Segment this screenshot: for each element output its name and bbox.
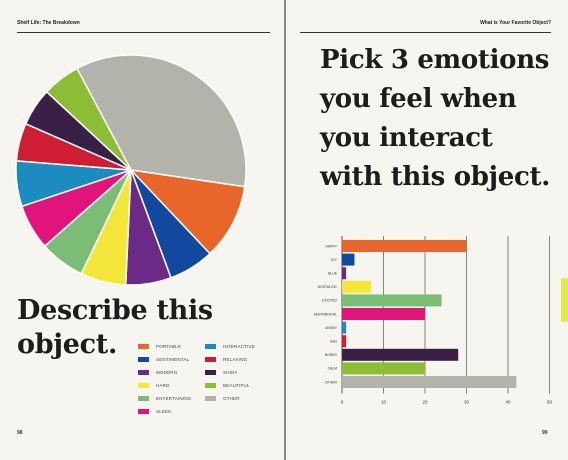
- legend-label: HARD: [156, 383, 170, 388]
- legend-swatch: [138, 409, 149, 414]
- right-headline-line: with this object.: [320, 162, 550, 192]
- category-label: BLUE: [328, 272, 338, 276]
- left-headline-line: Describe this: [17, 295, 213, 326]
- bar-sentimental: [342, 308, 425, 320]
- right-headline-line: you interact: [320, 123, 493, 153]
- bar-happy: [342, 240, 467, 252]
- bar-angry: [342, 321, 347, 334]
- category-label: CALM: [328, 367, 338, 371]
- legend-item: OTHER: [205, 393, 278, 404]
- right-running-head: What is Your Favorite Object?: [480, 20, 551, 26]
- legend-label: SHINY: [223, 370, 238, 375]
- bar-blue: [342, 267, 347, 280]
- right-header-rule: [300, 32, 551, 33]
- legend-label: SENTIMENTAL: [156, 357, 190, 362]
- right-page-number: 99: [542, 430, 548, 436]
- category-label: SAD: [330, 340, 338, 344]
- category-label: EXCITED: [322, 299, 337, 303]
- category-label: ANGRY: [325, 326, 338, 330]
- legend-item: ENTERTAINING: [138, 393, 205, 404]
- book-gutter: [284, 0, 286, 460]
- x-tick-label: 30: [464, 400, 470, 405]
- x-tick-label: 0: [341, 400, 344, 405]
- legend-item: SHINY: [205, 367, 278, 378]
- bar-joy: [342, 253, 355, 266]
- legend-label: INTERACTIVE: [223, 344, 255, 349]
- category-label: OTHER: [325, 380, 337, 384]
- section-tab: [561, 278, 568, 322]
- x-tick-label: 50: [547, 400, 553, 405]
- x-tick-label: 10: [381, 400, 387, 405]
- legend-swatch: [205, 383, 216, 388]
- legend-swatch: [138, 370, 149, 375]
- legend-item: BEAUTIFUL: [205, 380, 278, 391]
- legend-swatch: [205, 396, 216, 401]
- bar-sad: [342, 335, 347, 348]
- legend-swatch: [205, 370, 216, 375]
- pie-legend: PORTABLE INTERACTIVE SENTIMENTAL RELAXING MO…: [138, 341, 278, 417]
- legend-item: HARD: [138, 380, 205, 391]
- category-label: JOY: [330, 258, 337, 262]
- bar-calm: [342, 362, 425, 375]
- pie-slice-other: [75, 54, 247, 188]
- legend-label: SLEEK: [156, 409, 172, 414]
- left-running-head: Shelf Life: The Breakdown: [17, 20, 80, 26]
- legend-label: ENTERTAINING: [156, 396, 192, 401]
- legend-swatch: [205, 357, 216, 362]
- right-headline-line: you feel when: [320, 84, 517, 114]
- x-tick-label: 40: [505, 400, 511, 405]
- legend-item: INTERACTIVE: [205, 341, 278, 352]
- bar-other: [342, 376, 517, 388]
- legend-item: SENTIMENTAL: [138, 354, 205, 365]
- bar-excited: [342, 294, 442, 307]
- pie-slice-portable: [128, 168, 246, 255]
- left-page-number: 98: [17, 430, 23, 436]
- bar-bored: [342, 348, 459, 361]
- emotion-bar-chart: 0 10 20 30 40 50 HAPPY JOY BLUE NOSTALGIC EXCITED S…: [314, 236, 553, 405]
- bar-nostalgic: [342, 280, 372, 293]
- legend-swatch: [205, 344, 216, 349]
- left-headline-line: object.: [17, 329, 118, 360]
- right-headline-line: Pick 3 emotions: [320, 45, 550, 75]
- legend-item: SLEEK: [138, 406, 205, 417]
- legend-label: PORTABLE: [156, 344, 182, 349]
- legend-label: BEAUTIFUL: [223, 383, 250, 388]
- legend-label: OTHER: [223, 396, 240, 401]
- legend-item: MODERN: [138, 367, 205, 378]
- category-label: HAPPY: [326, 244, 338, 248]
- left-headline: Describe this object.: [17, 294, 237, 362]
- legend-item: RELAXING: [205, 354, 278, 365]
- legend-label: MODERN: [156, 370, 178, 375]
- right-headline: Pick 3 emotions you feel when you intera…: [320, 41, 565, 197]
- x-tick-label: 20: [422, 400, 428, 405]
- pie-chart: [15, 54, 247, 286]
- category-label: SENTIMENTAL: [314, 312, 338, 316]
- legend-swatch: [138, 383, 149, 388]
- legend-swatch: [138, 344, 149, 349]
- category-label: BORED: [325, 353, 338, 357]
- legend-swatch: [138, 396, 149, 401]
- left-header-rule: [17, 32, 270, 33]
- legend-label: RELAXING: [223, 357, 248, 362]
- legend-swatch: [138, 357, 149, 362]
- pie-slice-beautiful: [45, 67, 132, 171]
- category-label: NOSTALGIC: [318, 285, 338, 289]
- legend-item: PORTABLE: [138, 341, 205, 352]
